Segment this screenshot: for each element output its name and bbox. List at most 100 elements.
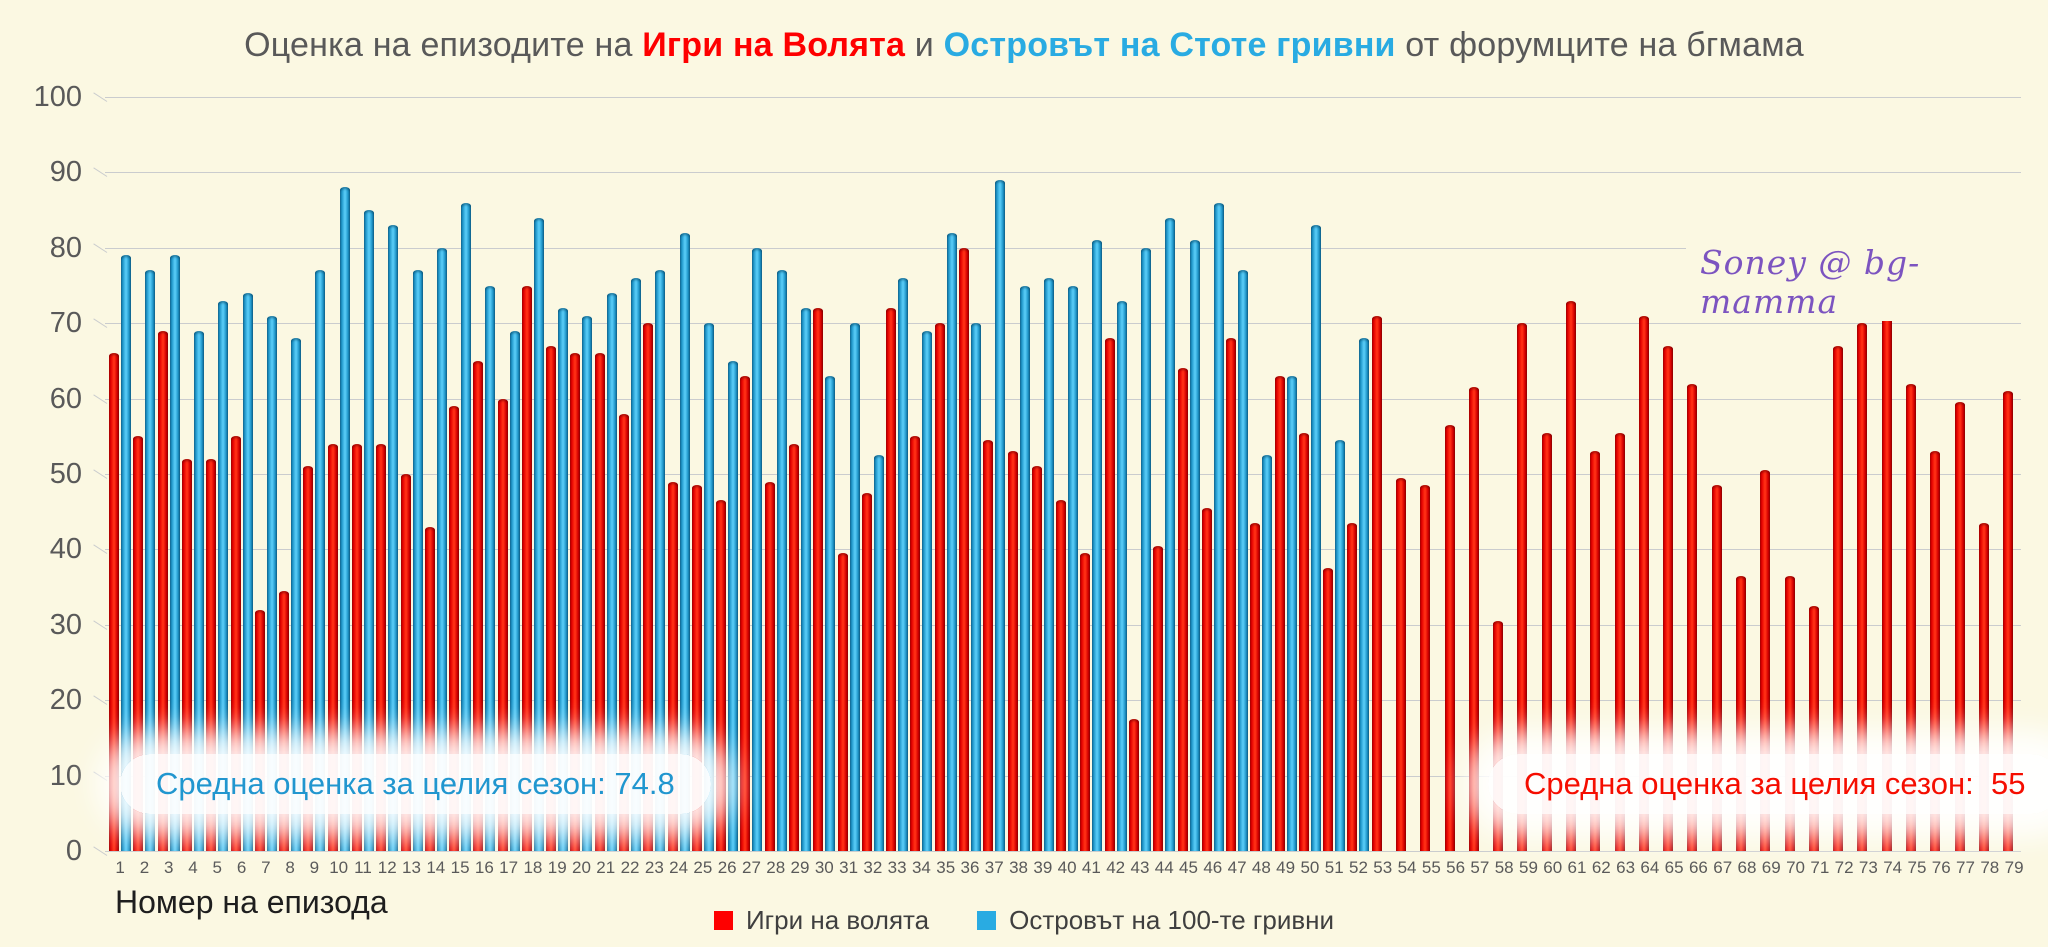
bar-games-ep46 — [1201, 507, 1212, 851]
x-tick-17: 17 — [499, 858, 519, 877]
x-tick-67: 67 — [1713, 858, 1733, 877]
x-tick-38: 38 — [1009, 858, 1028, 877]
bar-games-ep65 — [1663, 345, 1674, 851]
gridline-hook — [93, 92, 108, 102]
x-tick-22: 22 — [620, 858, 640, 877]
bar-island-ep18 — [533, 217, 544, 851]
episode-slot-24 — [666, 97, 690, 851]
legend: Игри на волята Островът на 100-те гривни — [0, 905, 2048, 936]
episode-slot-54 — [1395, 97, 1419, 851]
x-tick-58: 58 — [1494, 858, 1514, 877]
title-show1: Игри на Волята — [642, 26, 906, 64]
bar-games-ep15 — [449, 406, 460, 851]
y-tick-40: 40 — [49, 533, 82, 566]
episode-slot-21 — [594, 97, 618, 851]
island-average-caption: Средна оценка за целия сезон: 74.8 — [120, 754, 711, 814]
episode-slot-74 — [1881, 97, 1905, 851]
episode-slot-68 — [1735, 97, 1759, 851]
bar-games-ep51 — [1323, 568, 1334, 851]
bar-games-ep33 — [886, 308, 897, 851]
episode-slot-28 — [764, 97, 788, 851]
episode-slot-36 — [958, 97, 982, 851]
episode-slot-78 — [1978, 97, 2002, 851]
gridline-70 — [93, 318, 2021, 329]
episode-slot-17 — [497, 97, 521, 851]
bar-island-ep25 — [703, 323, 714, 851]
episode-slot-44 — [1152, 97, 1176, 851]
bar-island-ep40 — [1068, 285, 1079, 851]
bar-games-ep67 — [1711, 485, 1722, 851]
episode-slot-42 — [1104, 97, 1128, 851]
bar-games-ep14 — [424, 526, 435, 851]
y-tick-20: 20 — [49, 684, 82, 717]
x-tick-14: 14 — [426, 858, 446, 877]
episode-slot-55 — [1419, 97, 1443, 851]
bar-island-ep2 — [145, 270, 156, 851]
title-show2: Островът на Стоте гривни — [943, 26, 1396, 64]
episode-slot-56 — [1443, 97, 1467, 851]
bar-games-ep32 — [861, 492, 872, 851]
bar-island-ep30 — [825, 375, 836, 851]
episode-slot-31 — [836, 97, 860, 851]
gridline-hook — [93, 846, 108, 856]
bar-island-ep42 — [1116, 300, 1127, 851]
bar-island-ep5 — [218, 300, 229, 851]
episode-slot-50 — [1298, 97, 1322, 851]
bar-games-ep20 — [570, 353, 581, 851]
episode-slot-14 — [424, 97, 448, 851]
bar-games-ep30 — [813, 308, 824, 851]
episode-slot-65 — [1662, 97, 1686, 851]
bar-games-ep39 — [1031, 466, 1042, 851]
bar-games-ep37 — [983, 440, 994, 851]
episode-slot-70 — [1783, 97, 1807, 851]
bar-island-ep29 — [801, 308, 812, 851]
x-tick-56: 56 — [1446, 858, 1466, 877]
bar-island-ep24 — [679, 232, 690, 851]
x-tick-4: 4 — [188, 858, 198, 877]
bar-games-ep52 — [1347, 523, 1358, 851]
bar-games-ep68 — [1735, 575, 1746, 851]
episode-slot-43 — [1128, 97, 1152, 851]
bar-island-ep11 — [363, 210, 374, 851]
bar-island-ep34 — [922, 330, 933, 851]
bar-island-ep4 — [193, 330, 204, 851]
y-tick-100: 100 — [33, 81, 82, 113]
x-tick-57: 57 — [1470, 858, 1490, 877]
episode-slot-51 — [1322, 97, 1346, 851]
bar-island-ep41 — [1092, 240, 1103, 851]
bar-games-ep76 — [1930, 451, 1941, 851]
bar-games-ep75 — [1905, 383, 1916, 851]
games-average-caption: Средна оценка за целия сезон: 55 — [1488, 754, 2048, 814]
bar-island-ep19 — [558, 308, 569, 851]
episode-slot-30 — [812, 97, 836, 851]
episode-slot-20 — [569, 97, 593, 851]
bar-games-ep48 — [1250, 523, 1261, 851]
x-tick-39: 39 — [1033, 858, 1053, 877]
x-tick-66: 66 — [1688, 858, 1708, 877]
x-tick-73: 73 — [1858, 858, 1878, 877]
bar-island-ep35 — [946, 232, 957, 851]
y-tick-70: 70 — [49, 307, 82, 340]
bar-games-ep35 — [934, 323, 945, 851]
x-tick-21: 21 — [596, 858, 616, 877]
episode-slot-34 — [909, 97, 933, 851]
x-tick-25: 25 — [693, 858, 713, 877]
episode-slot-67 — [1711, 97, 1735, 851]
episode-slot-39 — [1031, 97, 1055, 851]
episode-slot-61 — [1565, 97, 1589, 851]
bar-games-ep54 — [1396, 477, 1407, 851]
bar-island-ep26 — [728, 360, 739, 851]
bar-games-ep73 — [1857, 323, 1868, 851]
bar-games-ep36 — [958, 247, 969, 851]
bar-games-ep3 — [157, 330, 168, 851]
y-tick-60: 60 — [49, 382, 82, 415]
x-tick-61: 61 — [1567, 858, 1587, 877]
bar-games-ep6 — [230, 436, 241, 851]
chart-title: Оценка на епизодите на Игри на Волята и … — [0, 26, 2048, 65]
x-tick-65: 65 — [1664, 858, 1684, 877]
bar-island-ep44 — [1165, 217, 1176, 851]
title-prefix: Оценка на епизодите на — [244, 26, 643, 64]
episode-slot-32 — [861, 97, 885, 851]
bar-series — [108, 97, 2026, 851]
episode-slot-10 — [327, 97, 351, 851]
